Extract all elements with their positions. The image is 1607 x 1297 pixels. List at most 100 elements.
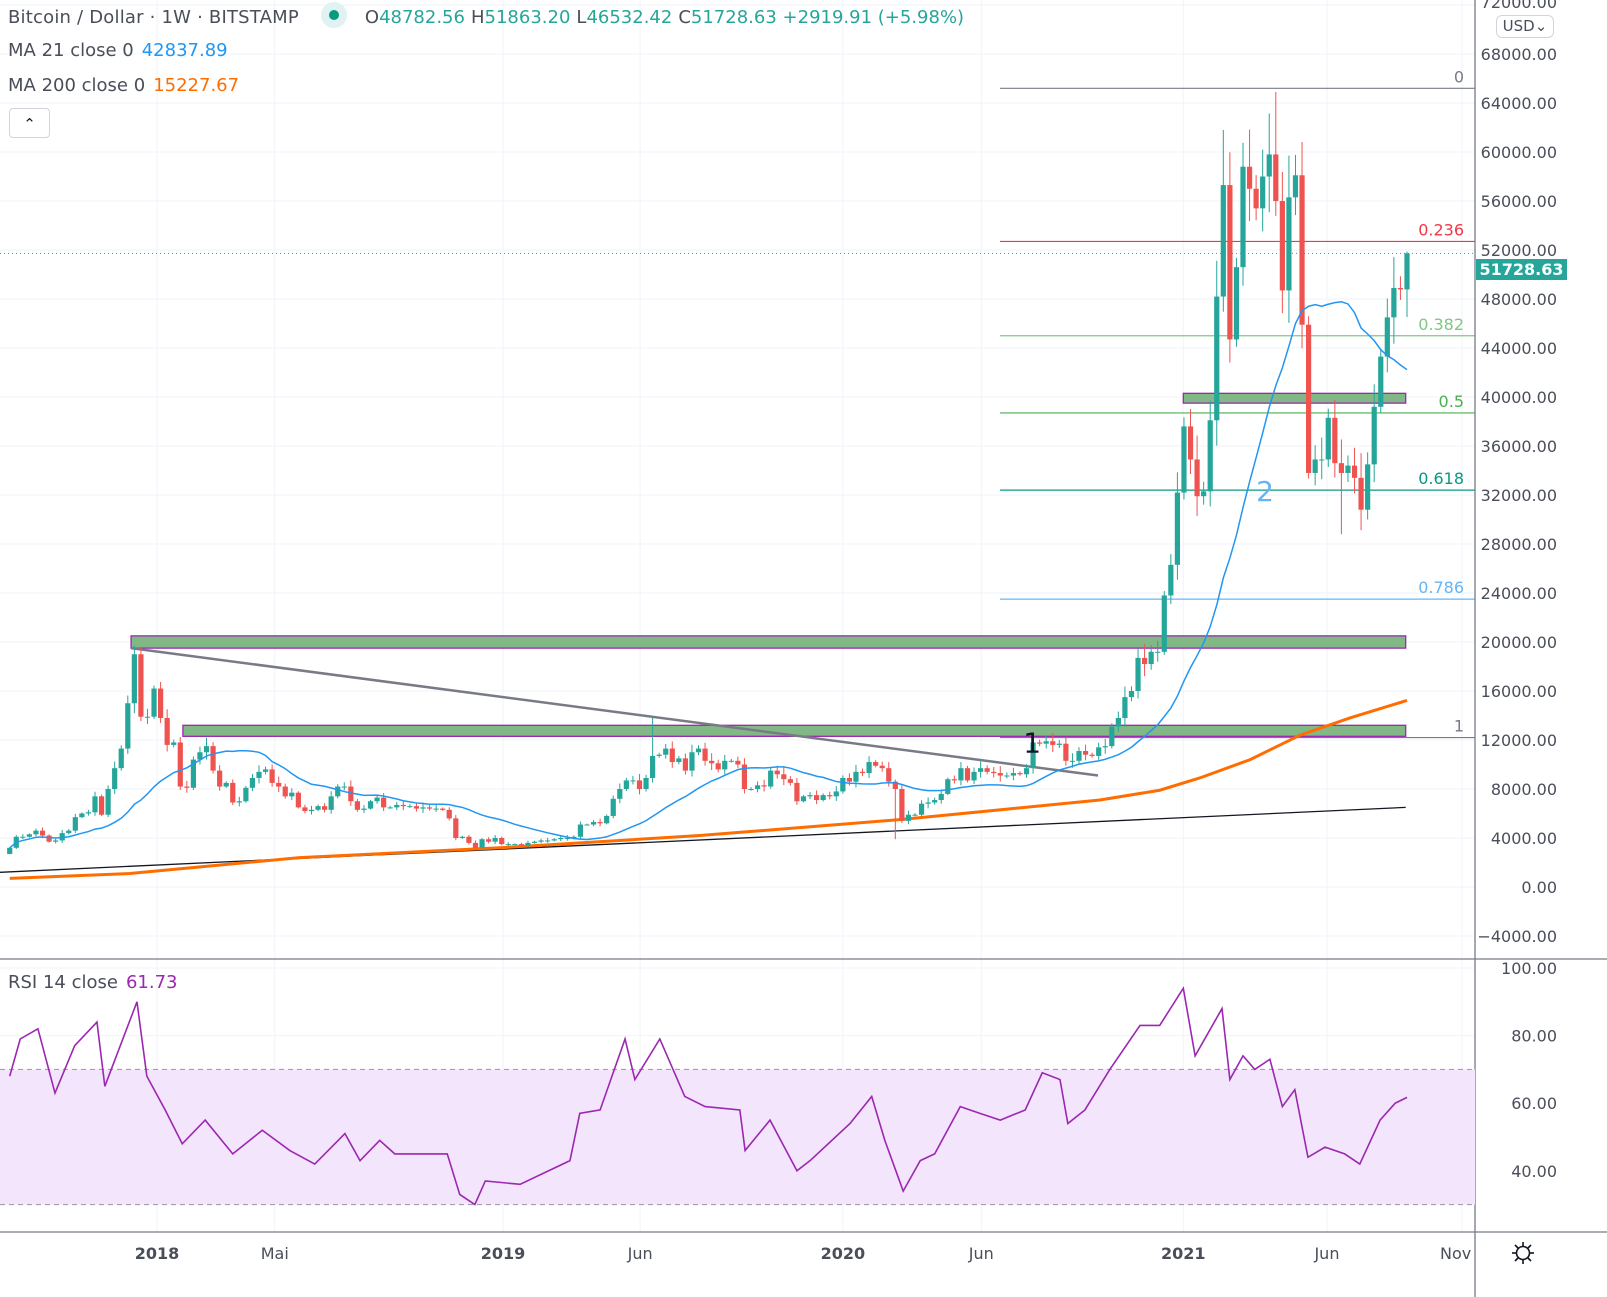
- candle: [144, 708, 151, 724]
- candle-body: [387, 807, 393, 809]
- rsi-legend[interactable]: RSI 14 close 61.73: [8, 972, 177, 993]
- candle-body: [564, 838, 570, 839]
- candle: [1076, 747, 1082, 765]
- candle: [131, 645, 137, 714]
- collapse-legend-button[interactable]: ⌃: [9, 108, 50, 138]
- candle-body: [754, 785, 761, 789]
- candle: [1214, 260, 1220, 446]
- candle-body: [794, 782, 800, 802]
- candle-body: [1240, 166, 1246, 268]
- candle: [1292, 154, 1299, 216]
- candle-body: [1227, 185, 1233, 340]
- candle-body: [1319, 459, 1325, 461]
- candle: [741, 758, 748, 794]
- candle-body: [1338, 463, 1344, 473]
- candle: [636, 773, 643, 795]
- candle: [459, 835, 465, 839]
- candle: [1017, 771, 1023, 776]
- candle: [295, 791, 301, 809]
- candle: [249, 773, 256, 792]
- candle-body: [230, 782, 236, 803]
- candle: [1174, 472, 1180, 580]
- candle: [1135, 648, 1141, 699]
- candle: [623, 777, 629, 792]
- price-axis-label: 4000.00: [1491, 829, 1557, 848]
- candle: [1371, 384, 1377, 483]
- candle: [85, 809, 92, 816]
- candle: [518, 842, 524, 847]
- candle: [512, 843, 518, 846]
- candle: [702, 742, 708, 766]
- candle-body: [479, 839, 485, 848]
- candle-body: [466, 836, 472, 843]
- candle-body: [925, 802, 931, 804]
- candle-body: [820, 795, 826, 801]
- fib-level-label: 1: [1454, 717, 1464, 736]
- candle-body: [1122, 697, 1128, 718]
- candle-body: [932, 800, 938, 803]
- candle: [1378, 348, 1384, 414]
- currency-label: USD: [1502, 17, 1535, 35]
- candle-body: [1102, 746, 1108, 748]
- candle-body: [1023, 768, 1030, 775]
- candle-body: [1220, 185, 1226, 297]
- candle: [754, 781, 761, 793]
- chevron-up-icon: ⌃: [23, 115, 36, 133]
- candle-body: [348, 786, 354, 802]
- candle-body: [39, 830, 46, 836]
- candle: [663, 743, 669, 759]
- candle-body: [112, 768, 118, 789]
- candle-body: [407, 806, 413, 808]
- candle: [217, 765, 223, 791]
- candle: [33, 828, 39, 837]
- candle: [492, 835, 498, 845]
- candle-body: [1332, 417, 1338, 464]
- candle-body: [1043, 741, 1049, 744]
- grid-lines: [0, 0, 1475, 1232]
- candles: [7, 91, 1410, 855]
- candle-body: [859, 771, 866, 774]
- candle-body: [1358, 477, 1364, 510]
- candle: [1273, 91, 1279, 216]
- candle: [630, 775, 636, 785]
- candle-body: [984, 768, 990, 772]
- currency-select[interactable]: USD⌄: [1496, 15, 1554, 38]
- candle-body: [1404, 253, 1410, 290]
- ma21-legend[interactable]: MA 21 close 0 42837.89: [8, 40, 228, 61]
- rsi-line: [8, 986, 1408, 1206]
- ma200-label: MA 200 close 0: [8, 75, 146, 96]
- candle: [531, 840, 538, 844]
- candle: [1365, 452, 1371, 520]
- candle-body: [236, 801, 242, 803]
- candle: [367, 799, 374, 810]
- candle-body: [840, 777, 846, 792]
- candle-body: [1246, 166, 1253, 189]
- candle-body: [873, 762, 879, 766]
- fib-level-label: 0.236: [1418, 220, 1464, 239]
- ma200-legend[interactable]: MA 200 close 0 15227.67: [8, 75, 239, 96]
- candle: [1109, 723, 1115, 749]
- candle: [105, 785, 111, 818]
- gear-icon[interactable]: [1510, 1240, 1536, 1266]
- rsi-axis-label: 100.00: [1501, 959, 1557, 978]
- candle: [951, 775, 957, 784]
- candle: [827, 791, 833, 800]
- candle-body: [1194, 459, 1200, 497]
- candle-body: [807, 795, 813, 797]
- candle-body: [20, 836, 26, 838]
- candle: [1345, 455, 1351, 482]
- candle: [1253, 175, 1259, 221]
- candle-body: [46, 835, 52, 842]
- candle-body: [92, 796, 98, 813]
- candle: [1010, 767, 1016, 781]
- candle-body: [505, 844, 511, 846]
- candle: [420, 802, 426, 813]
- candle: [92, 791, 98, 816]
- symbol-title[interactable]: Bitcoin / Dollar · 1W · BITSTAMP: [8, 7, 299, 28]
- rsi-label: RSI 14 close: [8, 972, 118, 993]
- symbol-legend: Bitcoin / Dollar · 1W · BITSTAMP O48782.5…: [8, 2, 964, 31]
- candle-body: [446, 809, 452, 819]
- candle: [1155, 640, 1161, 662]
- candle: [59, 829, 65, 843]
